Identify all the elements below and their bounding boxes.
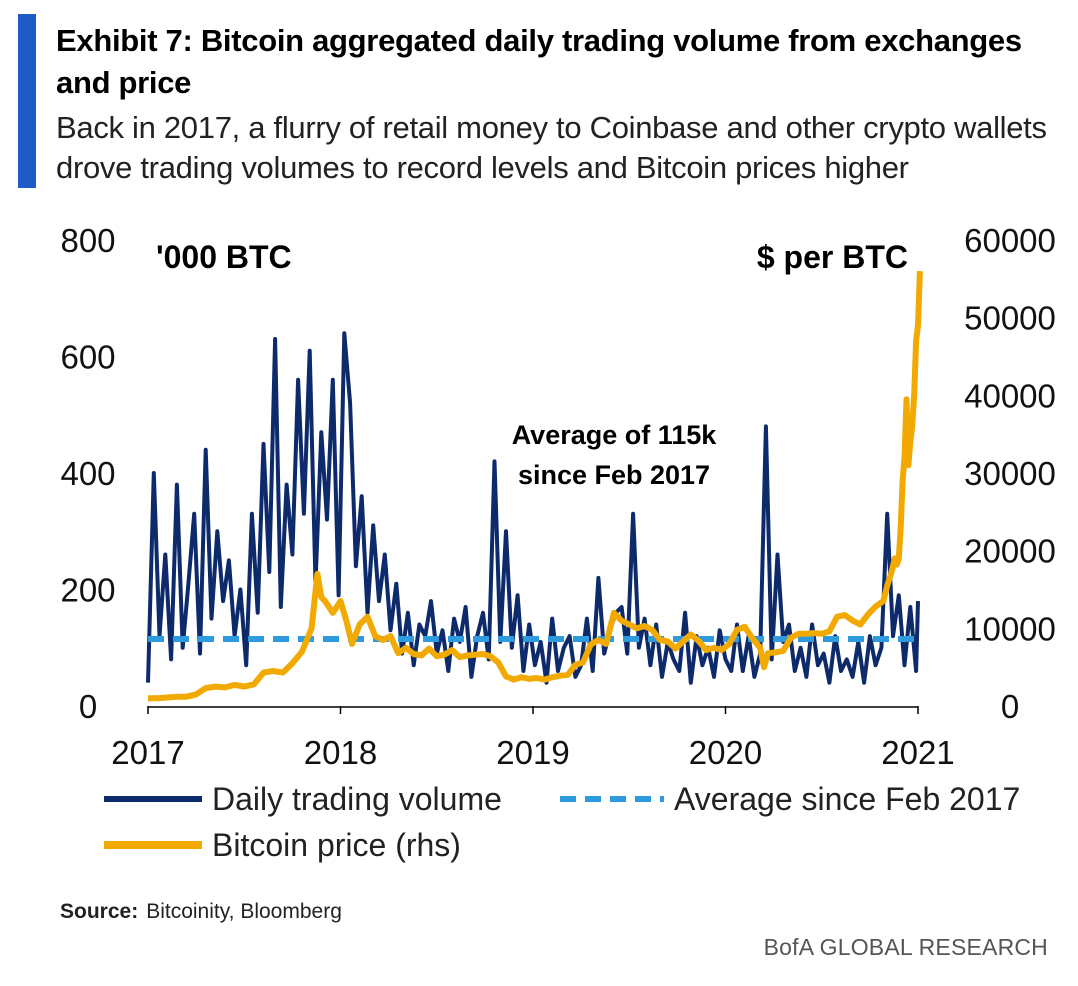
volume-series (146, 331, 920, 685)
source-label: Source: (60, 900, 139, 923)
x-tick-label: 2020 (689, 734, 762, 771)
accent-bar (18, 14, 36, 188)
left-tick-label: 400 (60, 455, 115, 492)
x-tick-label: 2019 (496, 734, 569, 771)
volume-line (146, 331, 920, 685)
x-tick-label: 2021 (881, 734, 954, 771)
x-axis: 2017 2018 2019 2020 2021 (111, 706, 955, 771)
left-tick-label: 600 (60, 339, 115, 376)
price-line (148, 270, 923, 702)
annotation-line-1: Average of 115k (512, 420, 718, 450)
brand-logo: BofA GLOBAL RESEARCH (763, 934, 1048, 960)
source-text: Bitcoinity, Bloomberg (146, 900, 342, 923)
chart-labels: '000 BTC $ per BTC Average of 115k since Fe… (156, 239, 908, 490)
right-tick-label: 20000 (964, 533, 1056, 570)
left-tick-label: 0 (79, 688, 97, 725)
chart-subtitle: Back in 2017, a flurry of retail money t… (56, 110, 1047, 185)
right-tick-label: 10000 (964, 610, 1056, 647)
right-tick-label: 30000 (964, 455, 1056, 492)
x-tick-label: 2018 (304, 734, 377, 771)
source-note: Source: Bitcoinity, Bloomberg (60, 900, 342, 924)
legend-volume-label: Daily trading volume (212, 781, 502, 817)
legend-average-label: Average since Feb 2017 (674, 781, 1020, 817)
chart-title: Exhibit 7: Bitcoin aggregated daily trad… (56, 23, 1022, 100)
right-tick-label: 0 (1001, 688, 1019, 725)
legend-price-label: Bitcoin price (rhs) (212, 827, 461, 863)
right-tick-label: 60000 (964, 222, 1056, 259)
left-axis-label: '000 BTC (156, 239, 292, 275)
right-axis-label: $ per BTC (757, 239, 908, 275)
price-series (148, 270, 923, 702)
x-tick-label: 2017 (111, 734, 184, 771)
right-tick-label: 40000 (964, 377, 1056, 414)
annotation-line-2: since Feb 2017 (518, 460, 710, 490)
axis-ticks: 0 200 400 600 800 0 10000 20000 30000 40000 50000 6… (60, 222, 1055, 725)
right-tick-label: 50000 (964, 300, 1056, 337)
legend: Daily trading volume Average since Feb 20… (104, 781, 1020, 863)
left-tick-label: 800 (60, 222, 115, 259)
left-tick-label: 200 (60, 572, 115, 609)
